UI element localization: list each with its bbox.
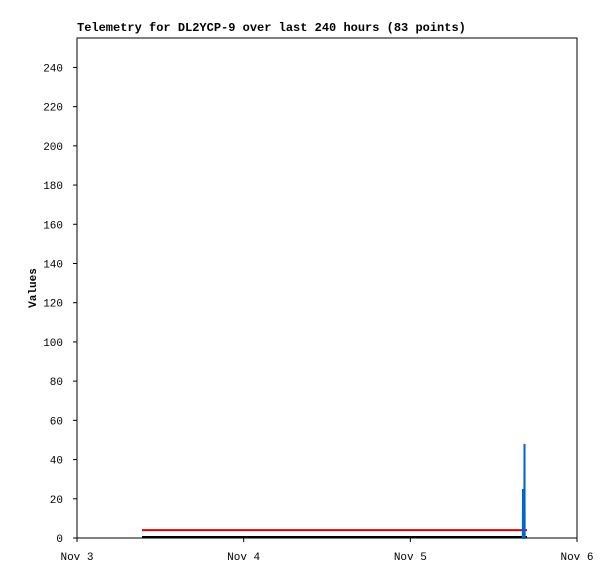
- y-axis-label: Values: [28, 268, 40, 308]
- y-tick-label: 80: [50, 377, 63, 389]
- series-line: [521, 443, 526, 539]
- x-tick-label: Nov 6: [560, 552, 593, 564]
- y-tick-label: 200: [43, 142, 63, 154]
- x-tick-label: Nov 3: [60, 552, 93, 564]
- y-tick-label: 220: [43, 103, 63, 115]
- y-tick-label: 180: [43, 181, 63, 193]
- y-tick-label: 160: [43, 220, 63, 232]
- y-tick-label: 240: [43, 63, 63, 75]
- y-tick-label: 0: [56, 534, 63, 546]
- y-tick-label: 40: [50, 456, 63, 468]
- plot-frame: [76, 37, 578, 539]
- y-tick-label: 100: [43, 338, 63, 350]
- y-tick-label: 140: [43, 259, 63, 271]
- y-tick-label: 60: [50, 416, 63, 428]
- chart-title: Telemetry for DL2YCP-9 over last 240 hou…: [77, 21, 466, 35]
- x-tick-label: Nov 4: [227, 552, 260, 564]
- y-tick-label: 120: [43, 299, 63, 311]
- x-tick-label: Nov 5: [394, 552, 427, 564]
- y-tick-label: 20: [50, 495, 63, 507]
